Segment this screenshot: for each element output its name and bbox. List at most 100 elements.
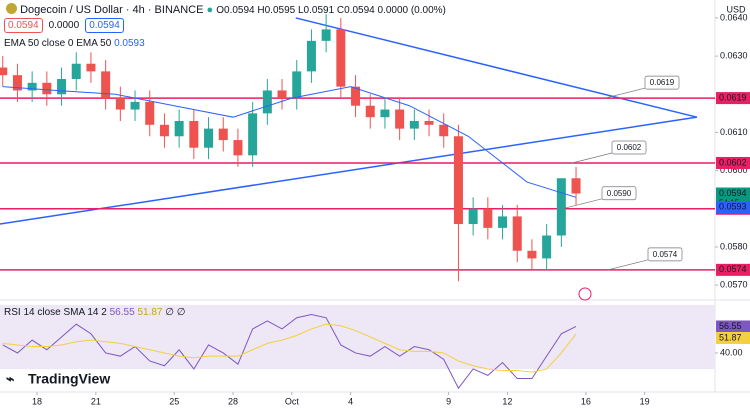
candle-body bbox=[306, 40, 316, 72]
symbol-row: Dogecoin / US Dollar · 4h · BINANCE ● O0… bbox=[6, 3, 446, 16]
callout-leader bbox=[561, 198, 603, 210]
candle-body bbox=[86, 63, 96, 72]
candle-body bbox=[571, 178, 581, 194]
rsi-value: 56.55 bbox=[109, 307, 135, 318]
price-badge-label: 0.0619 bbox=[719, 92, 747, 102]
symbol: Dogecoin / US Dollar · 4h · BINANCE bbox=[20, 4, 204, 16]
candle-body bbox=[542, 235, 552, 259]
candle-body bbox=[380, 109, 390, 118]
x-tick-label: 12 bbox=[502, 396, 512, 406]
candle-body bbox=[336, 29, 346, 87]
rsi-legend: RSI 14 close SMA 14 2 56.55 51.87 ∅ ∅ bbox=[4, 307, 185, 318]
candle-body bbox=[248, 113, 258, 156]
y-tick-label: 0.0600 bbox=[720, 165, 748, 175]
callout-label: 0.0602 bbox=[617, 143, 642, 152]
y-tick-label: 0.0570 bbox=[720, 279, 748, 289]
rsi-label: RSI 14 close SMA 14 2 bbox=[4, 307, 107, 318]
rsi-badge-label: 56.55 bbox=[719, 321, 742, 331]
candle-body bbox=[12, 75, 22, 91]
x-tick-label: 16 bbox=[581, 396, 591, 406]
y-tick-label: 0.0640 bbox=[720, 12, 748, 22]
axes: 0.0640 0.0630 0.0610 0.0600 0.0580 0.0570 18 21… bbox=[32, 12, 750, 406]
candle-body bbox=[424, 120, 434, 125]
x-tick-label: 25 bbox=[169, 396, 179, 406]
candle-body bbox=[292, 71, 302, 99]
x-tick-label: 28 bbox=[228, 396, 238, 406]
price-pane bbox=[0, 14, 715, 282]
candle-body bbox=[27, 82, 37, 91]
y-tick-label: 0.0580 bbox=[720, 241, 748, 251]
ema-value: 0.0593 bbox=[114, 38, 145, 49]
rsi-sma-value: 51.87 bbox=[137, 307, 163, 318]
candle-body bbox=[365, 105, 375, 118]
candle-body bbox=[189, 120, 199, 148]
rsi-badge bbox=[716, 320, 750, 333]
candle-body bbox=[159, 124, 169, 137]
candle-body bbox=[351, 86, 361, 106]
callout-box bbox=[647, 247, 683, 262]
trend-line bbox=[295, 17, 698, 118]
callout-label: 0.0619 bbox=[650, 78, 675, 87]
rsi-line bbox=[2, 323, 577, 373]
candle-body bbox=[42, 82, 52, 95]
candle-body bbox=[218, 128, 228, 141]
x-tick-label: 21 bbox=[91, 396, 101, 406]
price-badge-label: 0.0602 bbox=[719, 157, 747, 167]
candle-body bbox=[115, 98, 125, 110]
candle-body bbox=[395, 109, 405, 129]
candle-body bbox=[512, 216, 522, 251]
candle-body bbox=[409, 120, 419, 129]
rsi-line bbox=[2, 314, 577, 390]
price-badge bbox=[716, 263, 750, 276]
candle-body bbox=[277, 90, 287, 99]
ema-badge-label: 0.0593 bbox=[719, 202, 747, 212]
callout-leader bbox=[604, 87, 646, 99]
candle-body bbox=[233, 140, 243, 156]
rsi-extra: ∅ ∅ bbox=[165, 307, 186, 318]
callout-label: 0.0574 bbox=[653, 250, 678, 259]
logo: ⌁ bbox=[6, 371, 14, 387]
rsi-pane bbox=[0, 304, 715, 390]
candle-body bbox=[498, 216, 508, 228]
buy-button[interactable]: 0.0594 bbox=[85, 18, 124, 33]
y-tick-label: 0.0610 bbox=[720, 127, 748, 137]
candle-body bbox=[145, 101, 155, 125]
x-tick-label: Oct bbox=[285, 396, 300, 406]
coin-icon bbox=[6, 3, 17, 14]
sell-button[interactable]: 0.0594 bbox=[4, 18, 43, 33]
candle-body bbox=[483, 208, 493, 228]
last-price-label: 0.0594 bbox=[719, 188, 747, 198]
price-badge bbox=[716, 156, 750, 169]
candle-body bbox=[556, 178, 566, 236]
callout-box bbox=[601, 186, 637, 201]
trend-line bbox=[0, 116, 698, 225]
candle-body bbox=[453, 136, 463, 225]
rsi-badge-label: 51.87 bbox=[719, 332, 742, 342]
candle-body bbox=[262, 90, 272, 114]
candle-body bbox=[0, 67, 8, 76]
x-tick-label: 18 bbox=[32, 396, 42, 406]
x-tick-label: 19 bbox=[640, 396, 650, 406]
ema-badge bbox=[716, 201, 750, 214]
candle-body bbox=[321, 29, 331, 41]
ohlc: O0.0594 H0.0595 L0.0591 C0.0594 0.0000 (… bbox=[216, 5, 446, 16]
candle-body bbox=[71, 63, 81, 80]
callout-leader bbox=[571, 152, 613, 164]
alert-icon[interactable] bbox=[578, 287, 592, 301]
price-badge-label: 0.0574 bbox=[719, 264, 747, 274]
callout-box bbox=[611, 140, 647, 155]
callout-leader bbox=[607, 259, 649, 271]
candle-body bbox=[130, 101, 140, 110]
ema-label: EMA 50 close 0 EMA 50 bbox=[4, 38, 112, 49]
trade-row: 0.0594 0.0000 0.0594 bbox=[4, 18, 127, 33]
rsi-band bbox=[0, 304, 715, 369]
spread: 0.0000 bbox=[48, 20, 80, 31]
ema-legend: EMA 50 close 0 EMA 50 0.0593 bbox=[4, 38, 145, 49]
callout-label: 0.0590 bbox=[607, 189, 632, 198]
candle-body bbox=[204, 128, 214, 148]
candle-body bbox=[439, 124, 449, 137]
y-tick-label: 0.0630 bbox=[720, 50, 748, 60]
x-tick-label: 4 bbox=[348, 396, 353, 406]
